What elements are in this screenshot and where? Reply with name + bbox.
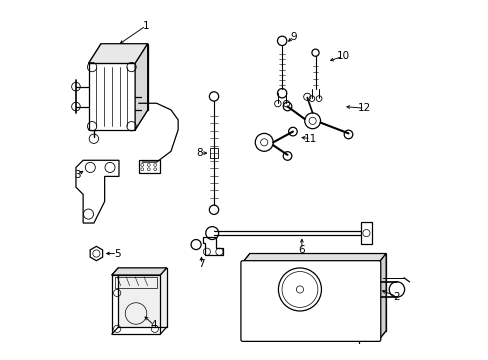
Text: 3: 3 [74, 170, 81, 180]
Text: 10: 10 [336, 51, 349, 61]
Text: 2: 2 [393, 292, 399, 302]
Bar [209, 148, 218, 158]
Text: 8: 8 [196, 148, 203, 158]
Text: 7: 7 [198, 259, 204, 269]
Polygon shape [135, 44, 147, 130]
Polygon shape [90, 246, 102, 261]
Text: 12: 12 [357, 103, 370, 113]
Polygon shape [242, 253, 386, 262]
Polygon shape [249, 253, 386, 330]
Text: 1: 1 [142, 21, 149, 31]
Bar [139, 160, 160, 173]
Polygon shape [378, 253, 386, 339]
Polygon shape [203, 237, 223, 255]
Text: 5: 5 [114, 248, 120, 258]
Polygon shape [76, 160, 119, 223]
Polygon shape [360, 222, 371, 244]
Bar [112, 275, 160, 334]
Polygon shape [112, 268, 166, 275]
Text: 4: 4 [150, 320, 157, 330]
Polygon shape [118, 268, 166, 327]
Text: 11: 11 [304, 134, 317, 144]
Polygon shape [88, 44, 147, 63]
Text: 9: 9 [290, 32, 297, 41]
Bar [115, 277, 156, 288]
Text: 6: 6 [298, 245, 305, 255]
Polygon shape [88, 63, 135, 130]
FancyBboxPatch shape [241, 261, 380, 341]
Polygon shape [101, 44, 147, 110]
